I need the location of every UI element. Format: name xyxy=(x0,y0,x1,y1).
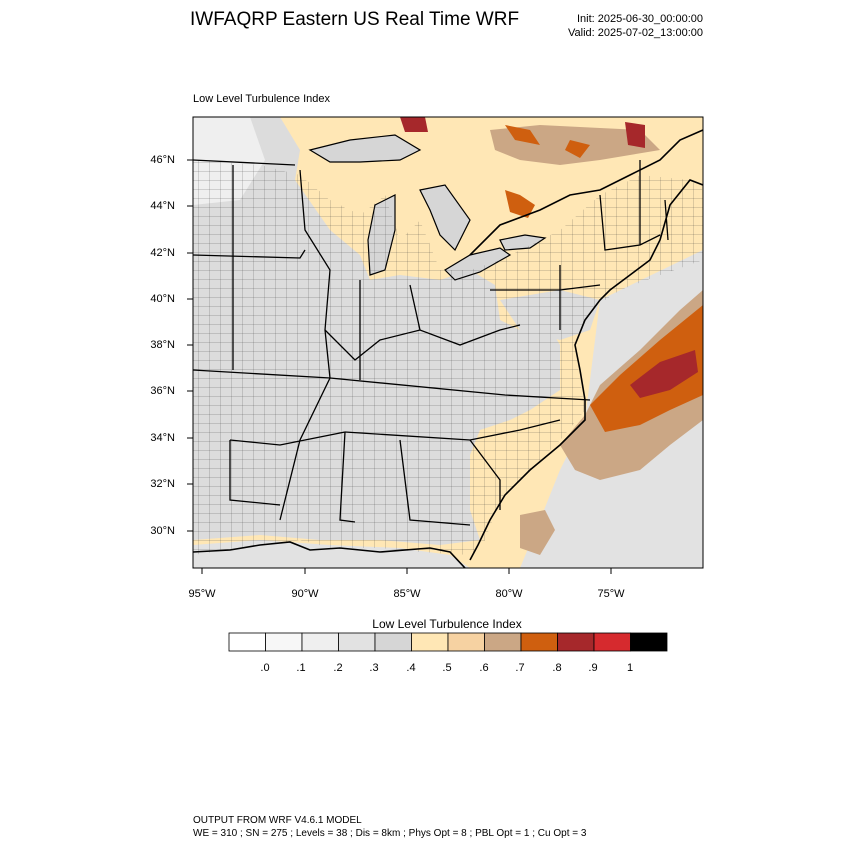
legend-label: .1 xyxy=(296,662,306,674)
lon-label: 85°W xyxy=(393,588,421,600)
state-boundaries xyxy=(193,159,669,526)
offshore-red-core xyxy=(630,350,698,398)
lat-label: 32°N xyxy=(150,478,175,490)
canada-orange-2 xyxy=(565,140,590,158)
legend-swatch xyxy=(338,632,376,652)
legend-swatch xyxy=(301,632,339,652)
footer-config-line: WE = 310 ; SN = 275 ; Levels = 38 ; Dis … xyxy=(193,828,587,839)
legend-swatch xyxy=(374,632,412,652)
map-panel xyxy=(193,117,703,568)
legend-swatch xyxy=(411,632,449,652)
lon-label: 95°W xyxy=(188,588,216,600)
legend-swatch xyxy=(484,632,522,652)
legend-label: .7 xyxy=(515,662,525,674)
superior-red xyxy=(400,117,428,132)
legend-swatch xyxy=(593,632,631,652)
footer-model-line: OUTPUT FROM WRF V4.6.1 MODEL xyxy=(193,815,362,826)
lat-label: 44°N xyxy=(150,200,175,212)
lat-label: 30°N xyxy=(150,525,175,537)
legend-label: 1 xyxy=(626,662,634,674)
canada-orange-1 xyxy=(505,125,540,145)
legend-label: .9 xyxy=(588,662,598,674)
legend-label: .0 xyxy=(260,662,270,674)
legend-swatch xyxy=(520,632,558,652)
legend-label: .8 xyxy=(552,662,562,674)
legend-swatch xyxy=(228,632,266,652)
offshore-orange-band xyxy=(590,305,703,432)
ontario-orange xyxy=(505,190,535,218)
lat-label: 46°N xyxy=(150,154,175,166)
legend-swatch xyxy=(265,632,303,652)
lake-huron xyxy=(419,184,471,252)
lat-labels: 46°N 44°N 42°N 40°N 38°N 36°N 34°N 32°N … xyxy=(120,0,175,850)
legend-label: .4 xyxy=(406,662,416,674)
lon-label: 80°W xyxy=(495,588,523,600)
main-title: IWFAQRP Eastern US Real Time WRF xyxy=(190,9,520,30)
lat-ticks xyxy=(187,159,193,532)
legend-swatch xyxy=(630,632,668,652)
legend-label: .2 xyxy=(333,662,343,674)
map-frame xyxy=(192,116,704,569)
lat-label: 40°N xyxy=(150,293,175,305)
lon-label: 90°W xyxy=(291,588,319,600)
legend-label: .5 xyxy=(442,662,452,674)
lake-superior xyxy=(308,134,422,163)
valid-time: Valid: 2025-07-02_13:00:00 xyxy=(568,27,703,39)
legend-swatch xyxy=(557,632,595,652)
legend-label: .3 xyxy=(369,662,379,674)
map-subtitle: Low Level Turbulence Index xyxy=(193,93,330,105)
canada-red xyxy=(625,122,645,148)
lon-label: 75°W xyxy=(597,588,625,600)
lat-label: 36°N xyxy=(150,385,175,397)
lon-ticks xyxy=(201,568,612,574)
legend-colorbar xyxy=(228,632,668,652)
lat-label: 42°N xyxy=(150,247,175,259)
legend-title: Low Level Turbulence Index xyxy=(372,617,522,631)
lat-label: 34°N xyxy=(150,432,175,444)
coastlines xyxy=(193,129,703,568)
legend-label: .6 xyxy=(479,662,489,674)
southern-tan-patch xyxy=(520,510,555,555)
lat-label: 38°N xyxy=(150,339,175,351)
legend-swatch xyxy=(447,632,485,652)
init-time: Init: 2025-06-30_00:00:00 xyxy=(577,13,703,25)
gulf-field xyxy=(193,540,470,568)
county-boundaries xyxy=(193,160,703,555)
